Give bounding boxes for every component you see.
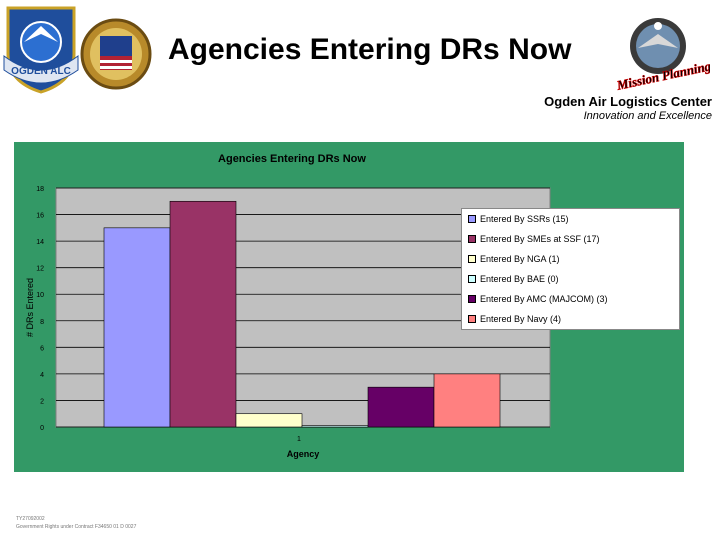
bar bbox=[367, 386, 435, 428]
bar bbox=[433, 373, 501, 428]
legend-swatch bbox=[468, 215, 476, 223]
chart-title: Agencies Entering DRs Now bbox=[218, 153, 366, 165]
legend-swatch bbox=[468, 315, 476, 323]
slide-title: Agencies Entering DRs Now bbox=[168, 33, 572, 66]
legend-label: Entered By BAE (0) bbox=[480, 274, 559, 284]
legend-label: Entered By SMEs at SSF (17) bbox=[480, 234, 600, 244]
y-tick-label: 10 bbox=[36, 292, 44, 299]
legend-item: Entered By Navy (4) bbox=[468, 313, 561, 325]
bar bbox=[103, 227, 171, 428]
legend-item: Entered By NGA (1) bbox=[468, 253, 560, 265]
org-name: Ogden Air Logistics Center bbox=[544, 94, 712, 109]
footer-line-2: Government Rights under Contract F34650 … bbox=[16, 524, 137, 530]
bar bbox=[169, 200, 237, 428]
y-tick-label: 18 bbox=[36, 186, 44, 193]
y-tick-label: 4 bbox=[40, 372, 44, 379]
coin-logo bbox=[80, 18, 152, 90]
mission-planning-logo: Mission Planning bbox=[616, 18, 710, 93]
legend-label: Entered By NGA (1) bbox=[480, 254, 560, 264]
x-axis-label: Agency bbox=[287, 449, 320, 459]
bar bbox=[235, 413, 303, 428]
footer-line-1: TY27092002 bbox=[16, 516, 45, 522]
y-tick-label: 16 bbox=[36, 213, 44, 220]
x-tick-label: 1 bbox=[297, 436, 301, 443]
y-tick-label: 14 bbox=[36, 239, 44, 246]
y-tick-label: 0 bbox=[40, 425, 44, 432]
bar bbox=[301, 425, 369, 428]
chart-legend: Entered By SSRs (15) Entered By SMEs at S… bbox=[461, 208, 680, 330]
y-tick-label: 6 bbox=[40, 345, 44, 352]
legend-swatch bbox=[468, 235, 476, 243]
legend-swatch bbox=[468, 295, 476, 303]
y-axis-label: # DRs Entered bbox=[25, 278, 35, 337]
ogden-alc-logo: OGDEN ALC bbox=[3, 6, 79, 94]
y-tick-label: 8 bbox=[40, 319, 44, 326]
logo-left-text: OGDEN ALC bbox=[11, 66, 71, 77]
legend-item: Entered By AMC (MAJCOM) (3) bbox=[468, 293, 608, 305]
legend-swatch bbox=[468, 275, 476, 283]
legend-item: Entered By SMEs at SSF (17) bbox=[468, 233, 600, 245]
y-tick-label: 12 bbox=[36, 266, 44, 273]
legend-label: Entered By Navy (4) bbox=[480, 314, 562, 324]
legend-item: Entered By SSRs (15) bbox=[468, 213, 569, 225]
legend-swatch bbox=[468, 255, 476, 263]
legend-label: Entered By AMC (MAJCOM) (3) bbox=[480, 294, 608, 304]
legend-item: Entered By BAE (0) bbox=[468, 273, 559, 285]
legend-label: Entered By SSRs (15) bbox=[480, 214, 569, 224]
y-tick-label: 2 bbox=[40, 398, 44, 405]
org-tagline: Innovation and Excellence bbox=[583, 110, 712, 122]
